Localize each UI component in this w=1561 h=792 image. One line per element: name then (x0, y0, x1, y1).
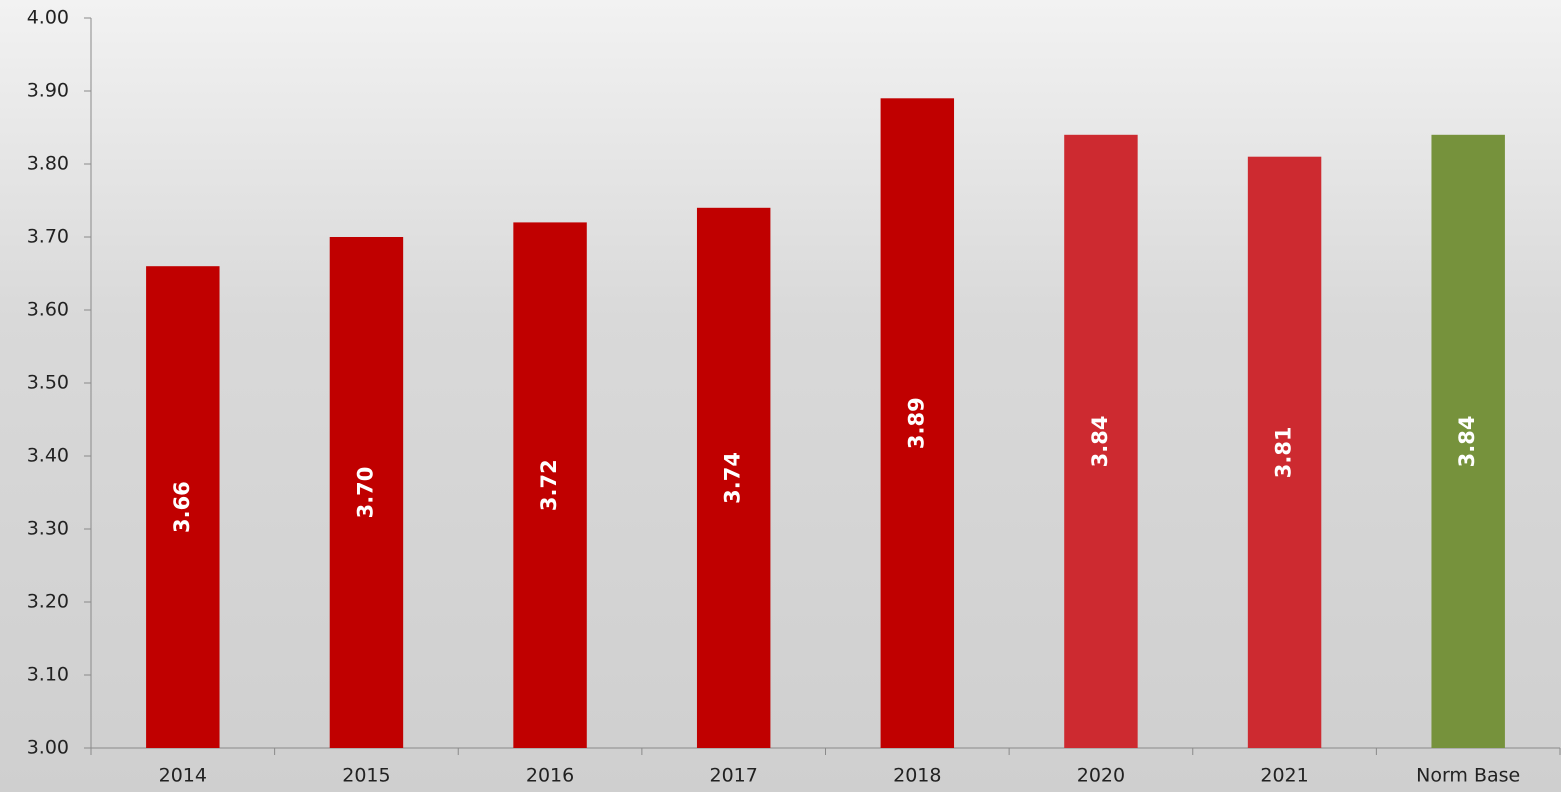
value-label: 3.72 (537, 459, 561, 511)
x-tick-label: 2015 (342, 765, 390, 787)
x-tick-label: 2018 (893, 765, 941, 787)
y-tick-label: 3.60 (27, 299, 69, 321)
y-tick-label: 3.30 (27, 518, 69, 540)
y-tick-label: 3.90 (27, 80, 69, 102)
x-tick-label: Norm Base (1416, 765, 1520, 787)
chart: 3.00 3.10 3.20 3.30 3.40 3.50 3.60 3.70 3.80 3.90… (0, 0, 1561, 792)
value-label: 3.81 (1272, 426, 1296, 478)
y-tick-label: 3.10 (27, 664, 69, 686)
x-tick-label: 2021 (1260, 765, 1308, 787)
y-tick-label: 4.00 (27, 7, 69, 29)
y-tick-label: 3.20 (27, 591, 69, 613)
x-tick-label: 2014 (159, 765, 207, 787)
y-tick-label: 3.40 (27, 445, 69, 467)
x-tick-label: 2017 (710, 765, 758, 787)
x-tick-label: 2020 (1077, 765, 1125, 787)
value-label: 3.70 (353, 467, 377, 519)
value-label: 3.84 (1455, 415, 1479, 467)
value-label: 3.66 (170, 481, 194, 533)
value-label: 3.84 (1088, 415, 1112, 467)
background (0, 0, 1561, 792)
y-tick-label: 3.00 (27, 737, 69, 759)
y-tick-label: 3.70 (27, 226, 69, 248)
value-label: 3.89 (904, 397, 928, 449)
y-tick-label: 3.50 (27, 372, 69, 394)
value-label: 3.74 (721, 452, 745, 504)
y-tick-label: 3.80 (27, 153, 69, 175)
x-tick-label: 2016 (526, 765, 574, 787)
